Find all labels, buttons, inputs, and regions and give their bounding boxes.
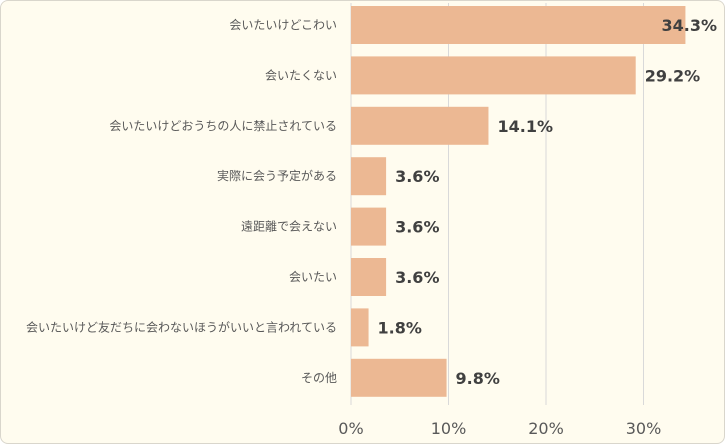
x-tick-label: 30%	[626, 419, 662, 438]
category-label: 会いたいけどおうちの人に禁止されている	[109, 119, 337, 133]
bar	[351, 157, 387, 196]
bar	[351, 56, 636, 95]
value-label: 9.8%	[456, 369, 500, 388]
bars	[351, 6, 686, 397]
value-label: 1.8%	[378, 318, 422, 337]
x-tick-label: 10%	[431, 419, 467, 438]
value-label: 29.2%	[645, 66, 701, 85]
x-tick-label: 0%	[338, 419, 363, 438]
value-label: 3.6%	[395, 167, 439, 186]
category-label: 会いたいけど友だちに会わないほうがいいと言われている	[26, 319, 337, 334]
category-label: 会いたいけどこわい	[229, 18, 337, 32]
bar	[351, 106, 489, 145]
category-label: 会いたい	[289, 270, 337, 284]
value-label: 3.6%	[395, 218, 439, 237]
value-label: 14.1%	[497, 117, 553, 136]
category-label: 実際に会う予定がある	[217, 168, 337, 183]
category-label: 会いたくない	[265, 68, 337, 82]
bar	[351, 207, 387, 246]
category-label: その他	[301, 371, 337, 385]
bar	[351, 258, 387, 296]
bar	[351, 6, 686, 44]
value-label: 3.6%	[395, 268, 439, 287]
value-label: 34.3%	[661, 16, 717, 35]
bar	[351, 358, 447, 397]
x-tick-label: 20%	[528, 419, 564, 438]
x-axis-tick-labels: 0% 10% 20% 30%	[338, 419, 661, 438]
bar	[351, 308, 369, 347]
category-labels: 会いたいけどこわい会いたくない会いたいけどおうちの人に禁止されている実際に会う予…	[26, 18, 337, 385]
category-label: 遠距離で会えない	[241, 220, 337, 234]
value-labels: 34.3% 29.2% 14.1% 3.6% 3.6% 3.6% 1.8% 9.8%	[378, 16, 717, 388]
